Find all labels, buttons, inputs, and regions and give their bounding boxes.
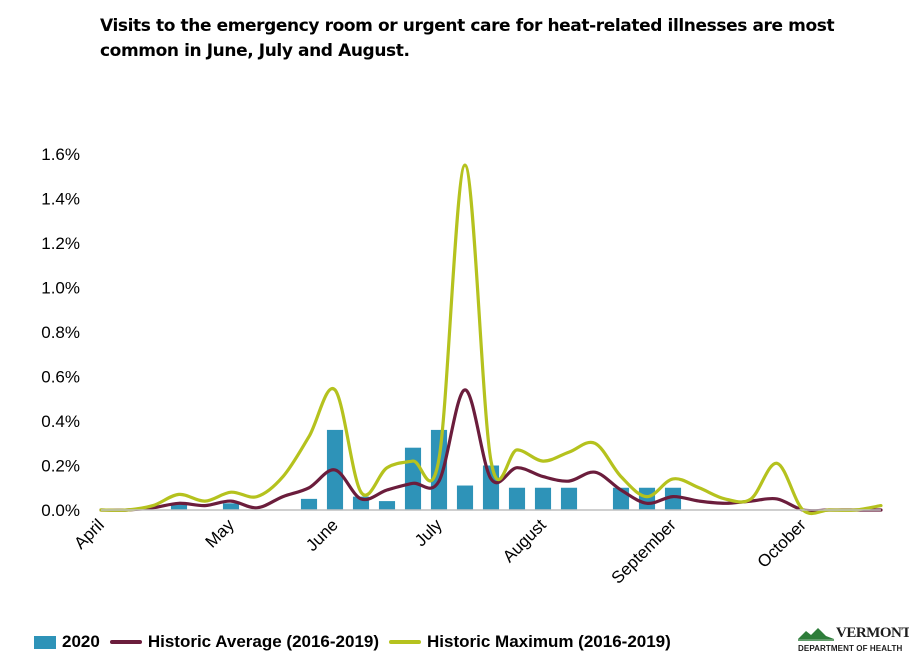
legend-item-2020: 2020 xyxy=(34,632,100,652)
bar-2020 xyxy=(404,447,422,510)
legend-label-average: Historic Average (2016-2019) xyxy=(147,632,380,651)
bar-2020 xyxy=(534,487,552,510)
x-tick-label: July xyxy=(411,515,446,550)
x-tick-label: May xyxy=(202,515,238,551)
bar-2020 xyxy=(456,485,474,510)
y-tick-label: 0.8% xyxy=(41,323,80,342)
bar-2020 xyxy=(170,503,188,510)
maximum-line xyxy=(99,163,883,516)
y-tick-label: 0.4% xyxy=(41,412,80,431)
mountain-icon xyxy=(798,628,834,641)
y-tick-label: 1.6% xyxy=(41,145,80,164)
legend-swatch-average xyxy=(109,640,142,644)
y-tick-label: 0.2% xyxy=(41,457,80,476)
bar-2020 xyxy=(430,429,448,510)
bar-2020 xyxy=(638,487,656,510)
bar-2020 xyxy=(664,487,682,510)
legend-label-maximum: Historic Maximum (2016-2019) xyxy=(427,632,671,651)
legend-item-maximum: Historic Maximum (2016-2019) xyxy=(389,632,671,652)
average-line xyxy=(99,388,883,513)
x-tick-label: April xyxy=(70,515,107,552)
x-tick-label: August xyxy=(499,515,550,566)
bar-2020 xyxy=(300,498,318,510)
legend-swatch-2020 xyxy=(34,635,56,649)
y-tick-label: 0.6% xyxy=(41,368,80,387)
bar-2020 xyxy=(222,503,240,510)
y-tick-label: 1.0% xyxy=(41,279,80,298)
bar-2020 xyxy=(508,487,526,510)
y-tick-label: 1.4% xyxy=(41,190,80,209)
x-tick-label: October xyxy=(754,515,810,571)
x-tick-label: June xyxy=(302,515,342,555)
legend-swatch-maximum xyxy=(389,640,422,644)
legend-label-2020: 2020 xyxy=(62,632,100,651)
bar-2020 xyxy=(378,501,396,510)
legend-item-average: Historic Average (2016-2019) xyxy=(109,632,380,652)
logo-subtitle: DEPARTMENT OF HEALTH xyxy=(798,644,903,653)
vermont-health-logo: VERMONT DEPARTMENT OF HEALTH xyxy=(796,624,909,656)
y-tick-label: 0.0% xyxy=(41,501,80,520)
chart-title: Visits to the emergency room or urgent c… xyxy=(100,16,835,61)
logo-wordmark: VERMONT xyxy=(836,625,909,641)
x-tick-label: September xyxy=(608,515,680,587)
legend: 2020 Historic Average (2016-2019) Histor… xyxy=(34,631,681,653)
bar-2020 xyxy=(482,465,500,510)
y-tick-label: 1.2% xyxy=(41,234,80,253)
bar-2020 xyxy=(560,487,578,510)
